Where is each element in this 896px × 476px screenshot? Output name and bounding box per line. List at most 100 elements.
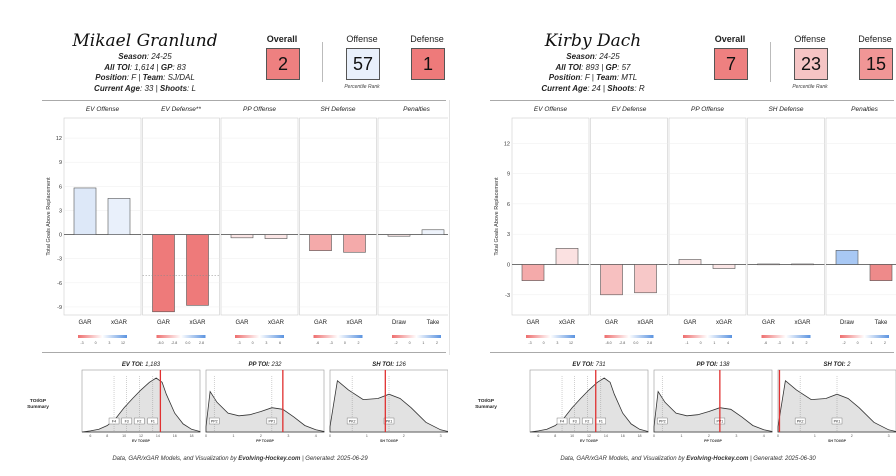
toi-tick-label: 1 bbox=[366, 434, 368, 438]
legend-tick-label: 12 bbox=[121, 341, 125, 345]
category-label: xGAR bbox=[559, 320, 576, 326]
legend-tick-label: 6 bbox=[279, 341, 281, 345]
marker-label: PK1 bbox=[834, 419, 841, 423]
y-tick-label: 9 bbox=[59, 160, 62, 166]
info-shoots-label: Shoots bbox=[607, 83, 635, 93]
panel-frame bbox=[299, 117, 377, 316]
panel-title: SH Defense bbox=[320, 106, 355, 113]
gar-bar bbox=[835, 250, 859, 265]
info-position: F bbox=[131, 73, 137, 82]
toi-tick-label: 16 bbox=[173, 434, 177, 438]
defense-rank-box: 15 bbox=[859, 48, 893, 80]
panel-title: EV Defense** bbox=[161, 106, 201, 113]
info-toi: 893 bbox=[585, 62, 599, 72]
toi-tick-label: 2 bbox=[260, 434, 262, 438]
panel-frame bbox=[747, 117, 825, 316]
category-label: Draw bbox=[392, 320, 407, 326]
info-line: Current Age: 24 | Shoots: R bbox=[541, 83, 645, 93]
color-legend bbox=[313, 335, 363, 338]
toi-title: EV TOI: 731 bbox=[572, 362, 605, 368]
y-tick-label: -3 bbox=[57, 257, 62, 263]
category-label: Draw bbox=[840, 320, 855, 326]
toi-tick-label: 2 bbox=[403, 434, 405, 438]
legend-tick-label: 3 bbox=[556, 341, 558, 345]
toi-axis-label: EV TOI/GP bbox=[580, 439, 599, 443]
info-line: Current Age: 33 | Shoots: L bbox=[94, 83, 196, 93]
marker-label: F1 bbox=[151, 419, 155, 423]
marker-label: PK2 bbox=[349, 419, 356, 423]
category-label: GAR bbox=[526, 320, 540, 326]
legend-tick-label: 2 bbox=[436, 341, 438, 345]
gar-panel: EV Offense GAR xGAR -3 0 3 12 bbox=[63, 106, 142, 345]
offense-rank-box: 23 bbox=[794, 48, 828, 80]
legend-tick-label: -3 bbox=[80, 341, 83, 345]
legend-tick-label: 2.8 bbox=[199, 341, 204, 345]
toi-tick-label: 14 bbox=[604, 434, 608, 438]
toi-tick-label: 18 bbox=[638, 434, 642, 438]
info-gp: 83 bbox=[176, 62, 186, 72]
toi-panel-ev: F4 F3 F2 F1 6 8 10 12 14 16 18 EV TOI/GP EV TOI: 1,1… bbox=[81, 362, 201, 443]
toi-title: PP TOI: 138 bbox=[696, 362, 730, 368]
category-label: GAR bbox=[157, 320, 171, 326]
rank-divider bbox=[770, 42, 771, 82]
info-season-label: Season bbox=[118, 52, 147, 61]
gar-panel: SH Defense GAR xGAR -6 -3 0 2 bbox=[747, 106, 825, 345]
toi-axis-label: PP TOI/GP bbox=[256, 439, 274, 443]
info-team: SJ/DAL bbox=[167, 73, 195, 82]
info-position: F bbox=[584, 73, 590, 82]
legend-tick-label: 0 bbox=[792, 341, 794, 345]
toi-axis-label: EV TOI/GP bbox=[132, 439, 151, 443]
info-season: 24-25 bbox=[151, 52, 172, 61]
category-label: GAR bbox=[314, 320, 328, 326]
panel-title: Penalties bbox=[403, 106, 430, 113]
gar-bar bbox=[757, 263, 780, 266]
legend-tick-label: 0 bbox=[857, 341, 859, 345]
toi-title: PP TOI: 232 bbox=[248, 362, 282, 368]
gar-bar bbox=[264, 234, 288, 239]
info-line: Position: F | Team: MTL bbox=[548, 73, 638, 82]
info-toi-label: All TOI bbox=[104, 62, 130, 72]
color-legend bbox=[235, 335, 284, 338]
legend-tick-label: -3 bbox=[778, 341, 781, 345]
legend-tick-label: 0 bbox=[409, 341, 411, 345]
marker-label: PK2 bbox=[797, 419, 804, 423]
toi-tick-label: 2 bbox=[851, 434, 853, 438]
info-shoots: L bbox=[191, 83, 196, 93]
panel-title: PP Offense bbox=[243, 106, 276, 113]
toi-row-label: TOI/GP Summary bbox=[27, 398, 49, 410]
info-gp-label: GP bbox=[160, 62, 173, 72]
legend-tick-label: 0 bbox=[700, 341, 702, 345]
toi-tick-label: 2 bbox=[708, 434, 710, 438]
gar-bar bbox=[73, 187, 97, 235]
player-info: Season: 24-25 All TOI: 1,614 | GP: 83 Po… bbox=[60, 52, 230, 94]
gar-chart: Total Goals Above Replacement -9 -6 -3 0 3 6 9 1… bbox=[46, 106, 448, 345]
y-tick-label: 3 bbox=[59, 208, 62, 214]
category-label: xGAR bbox=[189, 320, 206, 326]
toi-tick-label: 16 bbox=[621, 434, 625, 438]
y-tick-label: 0 bbox=[507, 262, 510, 268]
info-line: Season: 24-25 bbox=[566, 52, 620, 61]
gar-bar bbox=[107, 198, 131, 235]
offense-rank-label: Offense bbox=[346, 34, 378, 44]
gar-bar bbox=[600, 264, 623, 296]
marker-label: F4 bbox=[112, 419, 116, 423]
toi-tick-label: 4 bbox=[315, 434, 317, 438]
toi-panel-pp: PP2 PP1 0 1 2 3 4 PP TOI/GP PP TOI: 232 bbox=[205, 362, 325, 443]
panel-frame bbox=[825, 117, 896, 316]
legend-tick-label: 2 bbox=[358, 341, 360, 345]
toi-tick-label: 18 bbox=[190, 434, 194, 438]
info-shoots-label: Shoots bbox=[159, 83, 188, 93]
legend-tick-label: -2 bbox=[394, 341, 397, 345]
info-toi-label: All TOI bbox=[555, 62, 582, 72]
legend-tick-label: -6 bbox=[316, 341, 319, 345]
category-label: xGAR bbox=[268, 320, 285, 326]
marker-box bbox=[147, 417, 159, 425]
y-axis-label: Total Goals Above Replacement bbox=[46, 177, 52, 256]
rank-divider bbox=[322, 42, 323, 82]
footer-brand: Evolving-Hockey.com bbox=[238, 456, 301, 462]
toi-tick-label: 1 bbox=[680, 434, 682, 438]
footer-prefix: Data, GAR/xGAR Models, and Visualization… bbox=[560, 456, 685, 462]
player-name: Mikael Granlund bbox=[72, 31, 218, 51]
y-tick-label: 0 bbox=[59, 233, 62, 239]
